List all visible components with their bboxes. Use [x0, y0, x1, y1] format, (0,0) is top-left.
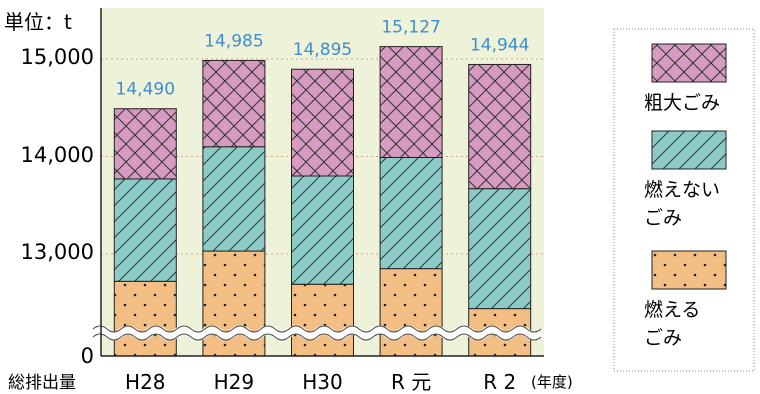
x-tick-label: R 2: [483, 370, 516, 394]
y-unit-label: 単位：t: [4, 10, 72, 34]
total-label: 14,490: [116, 80, 175, 100]
bar-segment: [113, 108, 177, 180]
legend-label: ごみ: [644, 327, 682, 349]
x-tick-label: H28: [125, 370, 166, 394]
bar-segment: [113, 280, 177, 357]
total-label: 15,127: [381, 18, 440, 38]
legend-swatch: [651, 250, 727, 290]
x-tick-labels: H28 H29 H30 R 元 R 2: [125, 370, 516, 394]
axis-break: [90, 325, 544, 341]
legend-label: 燃える: [644, 299, 700, 321]
bar-segment: [379, 156, 443, 270]
y-tick-label: 14,000: [21, 143, 94, 167]
bar-segment: [379, 268, 443, 357]
legend-frame: [613, 28, 755, 372]
total-label: 14,895: [293, 40, 352, 60]
bar-segment: [468, 188, 532, 310]
total-label: 14,944: [470, 35, 529, 55]
y-tick-label: 13,000: [21, 240, 94, 264]
bars: [113, 46, 532, 357]
legend-swatch: [651, 130, 727, 170]
axis-break-line-top: [92, 325, 542, 333]
bar-segment: [202, 59, 266, 148]
x-caption: 総排出量: [8, 373, 76, 393]
legend-swatch: [651, 43, 727, 83]
bar-segment: [379, 46, 443, 158]
bar-segment: [468, 63, 532, 190]
bar-segment: [291, 283, 354, 357]
legend-label: 燃えない: [644, 179, 720, 201]
legend-label: 粗大ごみ: [644, 92, 720, 114]
x-tick-label: H29: [214, 370, 255, 394]
bar-segment: [113, 178, 177, 282]
total-label: 14,985: [204, 31, 263, 51]
y-tick-label: 15,000: [21, 45, 94, 69]
x-tick-label: H30: [302, 370, 343, 394]
x-unit-label: (年度): [531, 373, 573, 391]
axis-break-line-bottom: [92, 333, 542, 341]
x-tick-label: R 元: [391, 370, 431, 394]
y-tick-label: 0: [81, 344, 94, 368]
bar-segment: [291, 175, 354, 285]
legend-label: ごみ: [644, 207, 682, 229]
total-labels: 14,490 14,985 14,895 15,127 14,944: [116, 18, 530, 100]
bar-segment: [202, 146, 266, 252]
bar-segment: [291, 68, 354, 177]
